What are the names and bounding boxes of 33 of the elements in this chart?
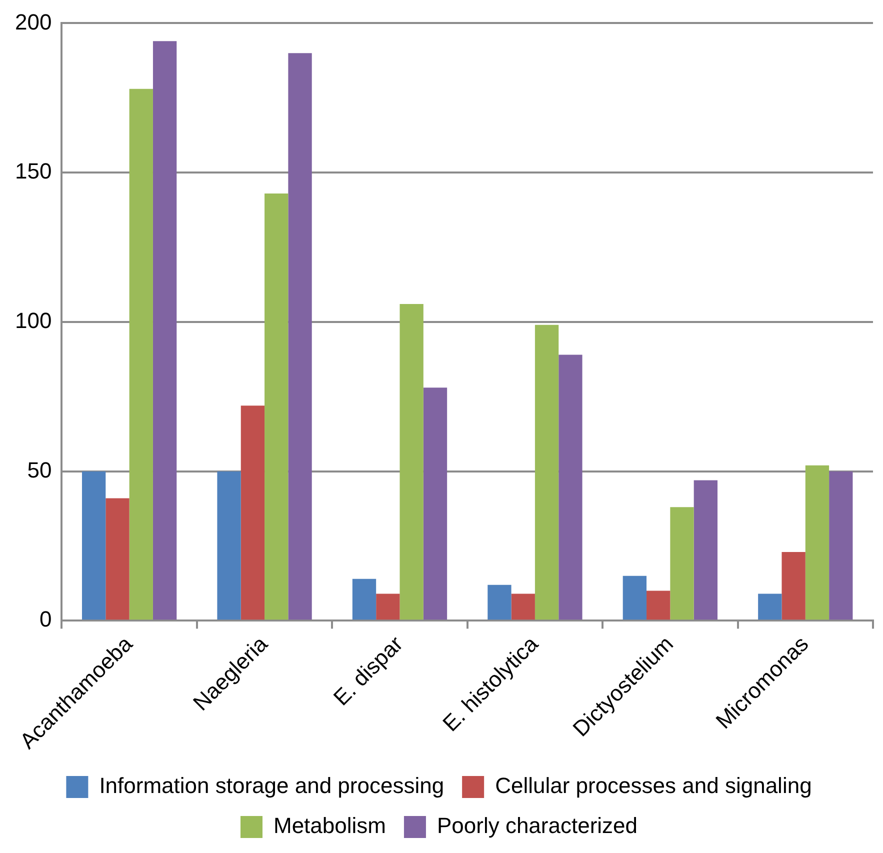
bar: [106, 498, 130, 620]
bar: [829, 471, 853, 620]
bar: [217, 471, 241, 620]
bar: [376, 594, 400, 620]
bar: [622, 576, 647, 620]
y-tick-label: 50: [27, 457, 52, 482]
bar: [152, 41, 177, 620]
bar: [782, 552, 806, 620]
bar: [534, 324, 559, 620]
bar: [805, 465, 830, 620]
bar: [646, 590, 670, 620]
bar: [82, 471, 106, 620]
legend-label: Poorly characterized: [436, 813, 638, 838]
bar: [423, 388, 448, 620]
bar: [288, 53, 312, 620]
bar: [129, 88, 153, 620]
bar: [400, 304, 424, 620]
bar: [694, 480, 718, 620]
bar: [670, 507, 694, 620]
bar: [758, 594, 782, 620]
y-tick-label: 100: [14, 308, 52, 334]
y-tick-label: 0: [39, 606, 52, 632]
legend-label: Information storage and processing: [99, 773, 444, 798]
bar: [511, 594, 535, 620]
y-tick-label: 200: [14, 9, 52, 34]
legend-label: Metabolism: [273, 813, 386, 838]
bar: [240, 406, 265, 620]
legend-label: Cellular processes and signaling: [495, 773, 812, 798]
bar: [488, 584, 512, 620]
y-tick-label: 150: [14, 158, 52, 184]
bar: [558, 354, 582, 620]
bar: [264, 193, 288, 620]
bar: [352, 578, 376, 620]
